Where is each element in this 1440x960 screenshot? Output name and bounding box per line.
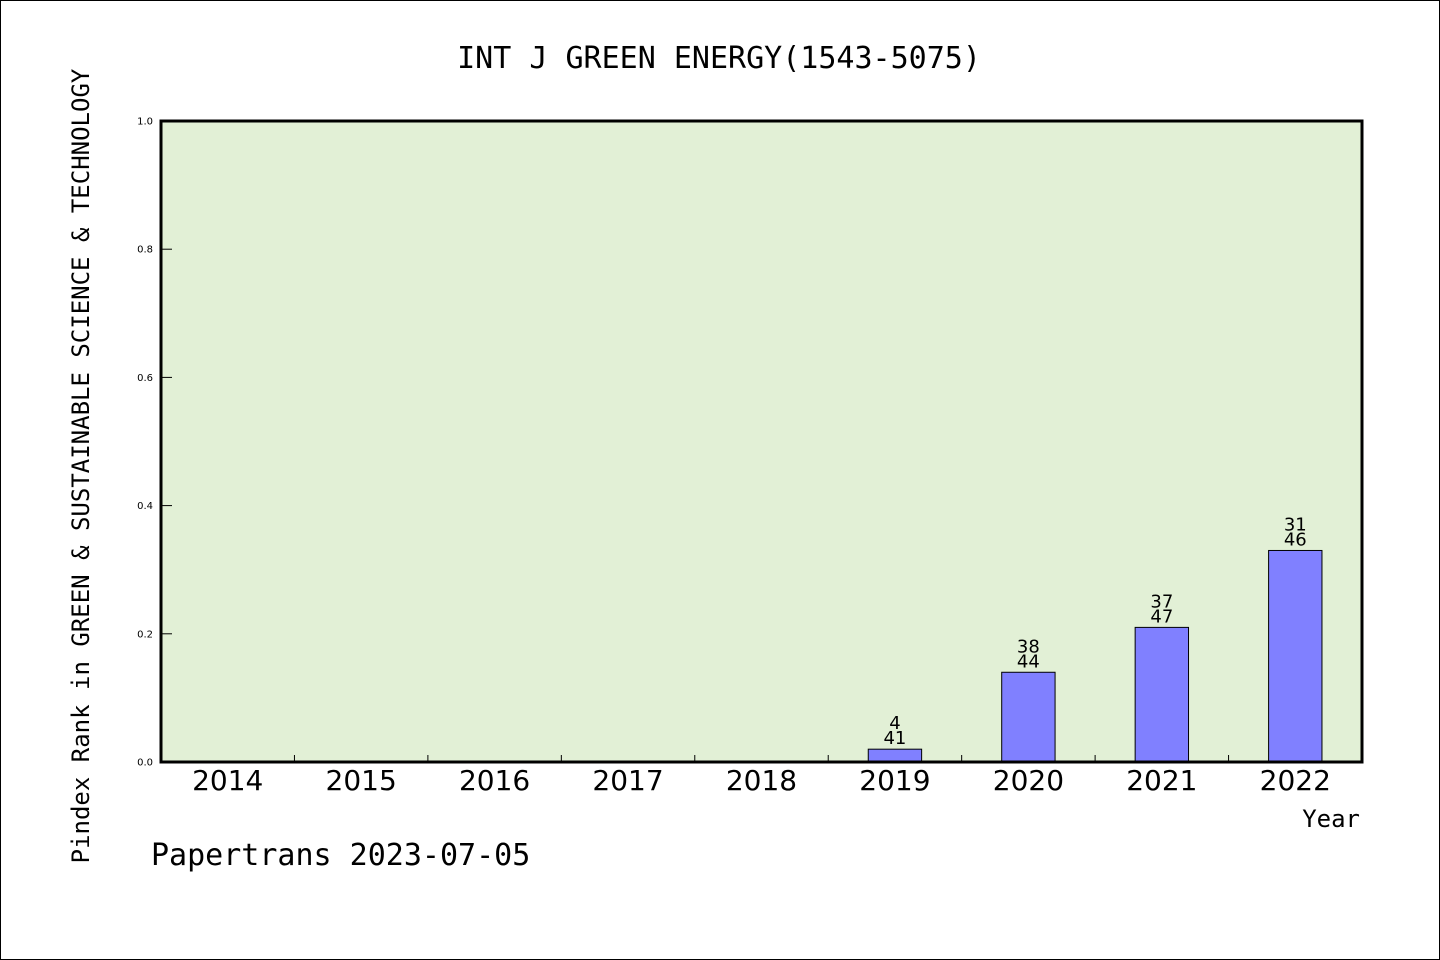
y-tick-label: 0.0 [137, 758, 153, 769]
bar-2019 [867, 748, 923, 763]
plot-frame [159, 119, 1364, 764]
bar-label-bottom: 46 [1284, 529, 1307, 550]
bar-2020 [1001, 671, 1056, 763]
y-tick-label: 0.8 [137, 245, 153, 256]
y-tick-label: 0.4 [137, 501, 153, 512]
y-axis-label: Pindex Rank in GREEN & SUSTAINABLE SCIEN… [67, 68, 95, 863]
bars [867, 549, 1323, 763]
y-tick-label: 0.6 [137, 373, 153, 384]
x-tick-label: 2015 [326, 764, 397, 797]
footer-text: Papertrans 2023-07-05 [151, 838, 530, 873]
bar-label-top: 31 [1284, 514, 1307, 535]
x-tick-label: 2021 [1126, 764, 1197, 797]
bar-label-top: 38 [1017, 636, 1040, 657]
bar-label-bottom: 44 [1017, 651, 1040, 672]
x-tick-label: 2016 [459, 764, 530, 797]
chart-title: INT J GREEN ENERGY(1543-5075) [457, 41, 981, 76]
x-tick-label: 2020 [993, 764, 1064, 797]
bar-label-bottom: 47 [1150, 606, 1173, 627]
bar-label-bottom: 41 [883, 728, 906, 749]
bar-label-top: 37 [1150, 591, 1173, 612]
x-tick-label: 2014 [192, 764, 263, 797]
y-tick-label: 1.0 [137, 117, 153, 128]
x-tick-label: 2017 [592, 764, 663, 797]
bar-2021 [1134, 626, 1190, 763]
x-axis: 2014 2015 2016 2017 2018 2019 2020 2021 2022 [192, 755, 1331, 797]
x-tick-label: 2022 [1260, 764, 1331, 797]
x-tick-label: 2018 [726, 764, 797, 797]
x-tick-label: 2019 [859, 764, 930, 797]
bar-label-top: 4 [889, 713, 900, 734]
y-tick-label: 0.2 [137, 629, 153, 640]
bar-2022 [1268, 549, 1323, 763]
x-axis-label: Year [1302, 805, 1360, 833]
